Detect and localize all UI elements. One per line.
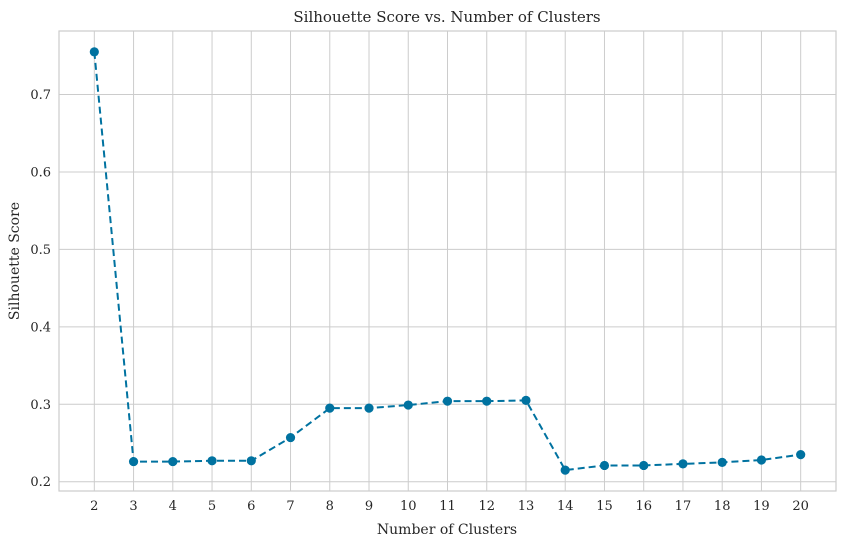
x-tick-label: 16 <box>635 499 652 514</box>
data-point <box>207 456 217 466</box>
y-tick-label: 0.3 <box>30 398 51 413</box>
x-tick-label: 5 <box>208 499 216 514</box>
data-point <box>364 403 374 413</box>
x-tick-label: 11 <box>439 499 456 514</box>
y-tick-label: 0.4 <box>30 320 51 335</box>
x-tick-label: 6 <box>247 499 255 514</box>
data-point <box>599 460 610 471</box>
data-point <box>560 465 570 475</box>
grid <box>59 31 836 491</box>
y-tick-label: 0.7 <box>30 88 51 103</box>
data-point <box>403 400 413 410</box>
x-tick-label: 2 <box>90 499 98 514</box>
x-tick-label: 8 <box>326 499 334 514</box>
data-point <box>168 456 178 467</box>
x-tick-label: 14 <box>557 499 574 514</box>
series-line-group <box>89 47 806 475</box>
x-tick-label: 17 <box>675 499 692 514</box>
data-point <box>246 456 256 466</box>
y-tick-label: 0.2 <box>30 475 51 490</box>
x-tick-label: 18 <box>714 499 731 514</box>
chart-title: Silhouette Score vs. Number of Clusters <box>293 8 600 26</box>
y-tick-label: 0.6 <box>30 165 51 180</box>
data-point <box>325 403 335 413</box>
data-point <box>796 450 806 460</box>
plot-frame <box>58 30 837 492</box>
data-point <box>756 455 767 465</box>
x-tick-label: 4 <box>169 499 177 514</box>
x-tick-label: 10 <box>400 499 417 514</box>
y-axis-label: Silhouette Score <box>7 202 23 320</box>
data-point <box>717 457 727 467</box>
data-point <box>639 460 649 471</box>
x-tick-label: 3 <box>129 499 137 514</box>
x-tick-label: 19 <box>753 499 770 514</box>
x-tick-label: 15 <box>596 499 613 514</box>
x-tick-label: 13 <box>518 499 535 514</box>
data-point <box>285 432 296 443</box>
data-point <box>128 456 139 467</box>
x-tick-label: 7 <box>286 499 294 514</box>
tick-labels: 2 3 4 5 6 7 8 9 10 11 12 13 14 15 16 17 18 19 20 0.2 0.3 0.4 0… <box>30 88 809 514</box>
x-tick-label: 9 <box>365 499 373 514</box>
data-point <box>521 395 531 405</box>
data-point <box>678 459 688 469</box>
data-point <box>482 396 492 406</box>
x-tick-label: 12 <box>478 499 495 514</box>
y-tick-label: 0.5 <box>30 243 51 258</box>
data-point <box>89 47 99 57</box>
x-tick-label: 20 <box>792 499 809 514</box>
x-axis-label: Number of Clusters <box>377 522 517 538</box>
data-point <box>442 396 453 406</box>
